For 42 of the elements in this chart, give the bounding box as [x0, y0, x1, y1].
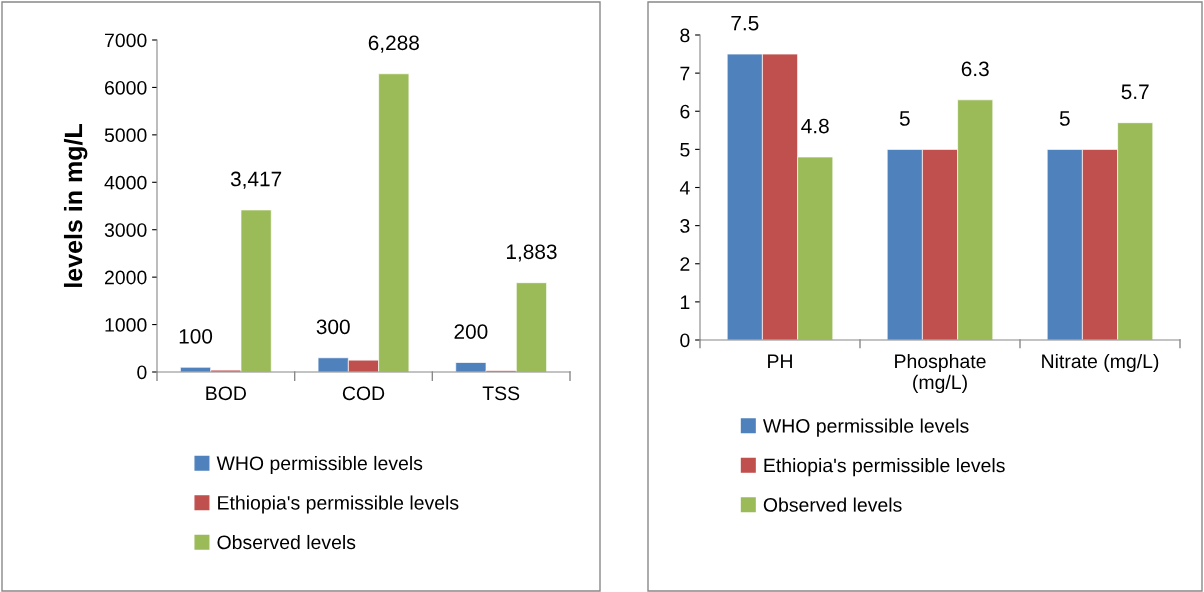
y-tick-label: 0: [680, 333, 690, 348]
data-label: 100: [179, 328, 213, 344]
data-label: 1,883: [506, 244, 557, 262]
y-tick-label: 7000: [105, 33, 147, 48]
y-tick-label: 2000: [105, 270, 147, 285]
data-label: 6,288: [368, 35, 419, 53]
x-tick-label: BOD: [206, 386, 246, 401]
data-label: 300: [316, 319, 350, 335]
y-tick-label: 5000: [104, 128, 147, 143]
data-label: 5.7: [1121, 84, 1149, 100]
y-tick-label: 5: [680, 143, 690, 157]
x-tick-label: Nitrate (mg/L): [1042, 353, 1159, 373]
y-tick-label: 3000: [104, 223, 147, 237]
y-tick-label: 3: [680, 219, 690, 233]
data-label: 4.8: [801, 118, 829, 134]
legend-label: Ethiopia's permissible levels: [218, 495, 459, 514]
x-tick-label: COD: [342, 386, 385, 401]
y-axis-title: levels in mg/L: [63, 124, 88, 287]
y-tick-label: 4000: [104, 175, 147, 190]
y-tick-label: 0: [137, 365, 147, 380]
data-label: 5: [1059, 111, 1070, 126]
data-label: 5: [899, 111, 910, 126]
y-tick-label: 2: [680, 257, 690, 271]
data-label: 6.3: [961, 61, 989, 77]
data-label: 200: [454, 324, 488, 339]
x-tick-label: Phosphate (mg/L): [895, 353, 986, 393]
legend-label: Observed levels: [217, 534, 356, 550]
legend-label: Ethiopia's permissible levels: [764, 458, 1005, 477]
legend-label: Observed levels: [763, 497, 902, 512]
y-tick-label: 6000: [105, 80, 147, 95]
y-tick-label: 4: [679, 181, 690, 195]
y-tick-label: 1000: [105, 318, 147, 332]
x-tick-label: PH: [768, 354, 792, 368]
y-tick-label: 8: [680, 28, 690, 43]
data-label: 7.5: [731, 15, 759, 31]
legend-label: WHO permissible levels: [216, 455, 423, 475]
legend-label: WHO permissible levels: [762, 418, 969, 437]
data-label: 3,417: [230, 171, 282, 189]
y-tick-label: 7: [680, 66, 690, 81]
y-tick-label: 6: [680, 104, 690, 119]
x-tick-label: TSS: [482, 386, 520, 401]
y-tick-label: 1: [680, 295, 690, 309]
